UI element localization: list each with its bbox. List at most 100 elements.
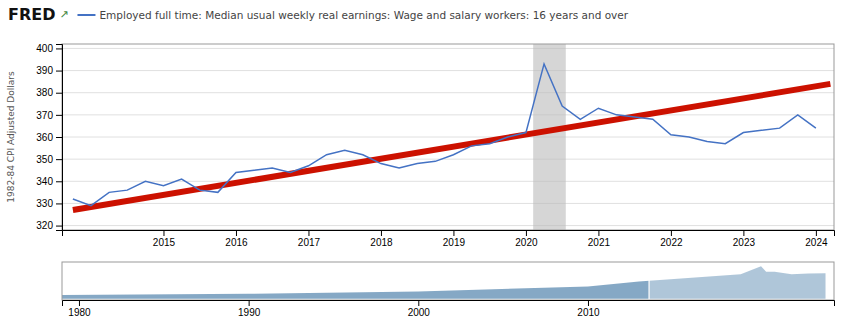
y-tick-mark	[56, 115, 62, 116]
y-tick-label: 350	[36, 154, 53, 165]
icon: ↗	[59, 8, 68, 21]
navigator-tick-label: 1990	[238, 307, 261, 318]
navigator-tick-mark	[79, 300, 80, 306]
y-tick-label: 400	[36, 43, 53, 54]
grid-line	[62, 137, 834, 138]
navigator-tick: 2010	[577, 300, 600, 318]
y-tick-mark	[56, 48, 62, 49]
x-tick-label: 2019	[443, 237, 466, 248]
x-tick-label: 2017	[298, 237, 321, 248]
navigator-frame	[62, 262, 834, 300]
x-tick-mark	[236, 230, 237, 236]
x-tick: 2022	[660, 230, 683, 248]
x-tick: 2024	[805, 230, 828, 248]
grid-line	[62, 48, 834, 49]
trend-line	[73, 84, 831, 210]
x-tick-mark	[453, 230, 454, 236]
x-axis: 2015 2016 2017 2018 2019 2020 2021 2022 2023 2024	[63, 230, 835, 248]
x-tick-mark	[743, 230, 744, 236]
x-tick-mark	[163, 230, 164, 236]
data-line	[73, 64, 816, 206]
navigator-axis-line	[63, 301, 835, 307]
x-tick: 2019	[443, 230, 466, 248]
navigator-tick: 1980	[68, 300, 91, 318]
x-tick-label: 2022	[660, 237, 683, 248]
y-tick: 400	[36, 43, 62, 54]
grid	[62, 48, 834, 225]
chart: FRED ↗ Employed full time: Median usual we…	[0, 0, 848, 327]
y-tick-label: 320	[36, 220, 53, 231]
x-axis-line	[63, 231, 835, 237]
y-axis-title: 1982-84 CPI Adjusted Dollars	[6, 71, 16, 203]
x-tick: 2017	[298, 230, 321, 248]
y-tick: 370	[36, 110, 62, 121]
y-tick: 380	[36, 87, 62, 98]
y-tick: 320	[36, 220, 62, 231]
navigator-area	[62, 262, 834, 300]
y-axis: 320 330 340 350 360 370 380 390 400	[36, 43, 62, 231]
x-tick: 2015	[153, 230, 176, 248]
y-tick-label: 330	[36, 198, 53, 209]
y-tick-label: 390	[36, 65, 53, 76]
x-tick-label: 2016	[225, 237, 248, 248]
x-tick-label: 2015	[153, 237, 176, 248]
x-tick-label: 2023	[733, 237, 756, 248]
x-tick-label: 2021	[588, 237, 611, 248]
x-tick: 2023	[733, 230, 756, 248]
grid-line	[62, 225, 834, 226]
y-tick-mark	[56, 159, 62, 160]
legend-swatch	[77, 14, 95, 16]
x-tick: 2018	[370, 230, 393, 248]
grid-line	[62, 203, 834, 204]
navigator-highlight	[649, 262, 834, 300]
y-tick-mark	[56, 71, 62, 72]
x-tick-mark	[598, 230, 599, 236]
y-tick: 330	[36, 198, 62, 209]
y-tick-label: 340	[36, 176, 53, 187]
x-tick-label: 2024	[805, 237, 828, 248]
y-tick: 350	[36, 154, 62, 165]
y-tick-label: 370	[36, 110, 53, 121]
y-tick-mark	[56, 93, 62, 94]
y-tick: 340	[36, 176, 62, 187]
y-tick-mark	[56, 203, 62, 204]
title: FRED	[8, 5, 55, 24]
grid-line	[62, 114, 834, 115]
navigator-tick-label: 2010	[577, 307, 600, 318]
grid-line	[62, 92, 834, 93]
grid-line	[62, 159, 834, 160]
navigator-x-axis: 1980 1990 2000 2010	[63, 300, 835, 318]
x-tick-mark	[308, 230, 309, 236]
y-tick-label: 360	[36, 132, 53, 143]
x-tick: 2016	[225, 230, 248, 248]
plot-frame	[62, 44, 834, 230]
legend-label: Employed full time: Median usual weekly …	[99, 9, 628, 21]
x-tick-label: 2020	[515, 237, 538, 248]
navigator-tick-label: 1980	[68, 307, 91, 318]
y-tick: 360	[36, 132, 62, 143]
header: FRED ↗ Employed full time: Median usual we…	[8, 5, 629, 24]
navigator-tick-label: 2000	[408, 307, 431, 318]
x-tick: 2021	[588, 230, 611, 248]
y-tick: 390	[36, 65, 62, 76]
navigator-highlight-edge	[648, 262, 649, 300]
y-tick-mark	[56, 181, 62, 182]
navigator-tick: 2000	[408, 300, 431, 318]
x-tick-mark	[381, 230, 382, 236]
x-tick-mark	[816, 230, 817, 236]
plot-area	[73, 44, 831, 230]
grid-line	[62, 70, 834, 71]
navigator-tick-mark	[588, 300, 589, 306]
navigator-tick-mark	[418, 300, 419, 306]
navigator-tick: 1990	[238, 300, 261, 318]
y-tick-mark	[56, 226, 62, 227]
x-tick-mark	[526, 230, 527, 236]
shaded-region	[533, 44, 566, 230]
x-tick-label: 2018	[370, 237, 393, 248]
navigator-tick-mark	[249, 300, 250, 306]
y-tick-label: 380	[36, 87, 53, 98]
y-tick-mark	[56, 137, 62, 138]
x-tick: 2020	[515, 230, 538, 248]
x-tick-mark	[671, 230, 672, 236]
y-axis-line	[56, 45, 63, 231]
